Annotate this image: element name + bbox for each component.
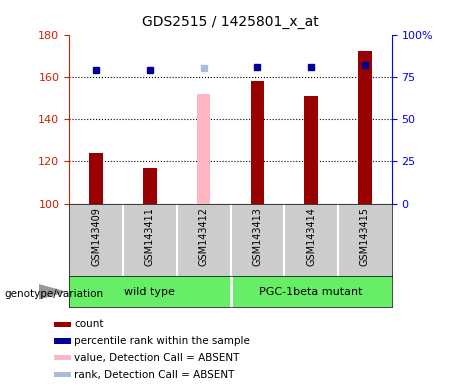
- Text: GSM143413: GSM143413: [252, 207, 262, 266]
- Polygon shape: [39, 285, 65, 299]
- Text: GSM143412: GSM143412: [199, 207, 209, 266]
- Text: GSM143409: GSM143409: [91, 207, 101, 266]
- Bar: [304, 96, 318, 204]
- Title: GDS2515 / 1425801_x_at: GDS2515 / 1425801_x_at: [142, 15, 319, 29]
- Text: PGC-1beta mutant: PGC-1beta mutant: [260, 287, 363, 297]
- FancyBboxPatch shape: [54, 338, 71, 344]
- Text: GSM143411: GSM143411: [145, 207, 155, 266]
- Text: genotype/variation: genotype/variation: [5, 289, 104, 299]
- Text: rank, Detection Call = ABSENT: rank, Detection Call = ABSENT: [74, 369, 235, 379]
- Bar: [197, 94, 210, 204]
- Text: wild type: wild type: [124, 287, 175, 297]
- Text: count: count: [74, 319, 104, 329]
- Bar: [89, 153, 103, 204]
- Bar: [251, 81, 264, 204]
- Text: GSM143414: GSM143414: [306, 207, 316, 266]
- FancyBboxPatch shape: [54, 355, 71, 360]
- Text: GSM143415: GSM143415: [360, 207, 370, 266]
- Text: value, Detection Call = ABSENT: value, Detection Call = ABSENT: [74, 353, 239, 363]
- FancyBboxPatch shape: [54, 372, 71, 377]
- Text: percentile rank within the sample: percentile rank within the sample: [74, 336, 250, 346]
- FancyBboxPatch shape: [54, 322, 71, 327]
- Bar: [358, 51, 372, 204]
- Bar: [143, 167, 157, 204]
